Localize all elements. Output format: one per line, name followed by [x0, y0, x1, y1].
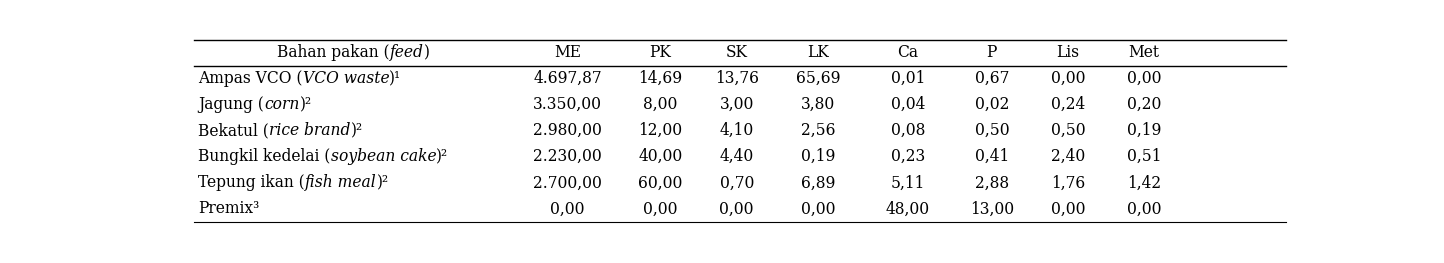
Text: Bungkil kedelai (: Bungkil kedelai (	[198, 148, 331, 165]
Text: 4,40: 4,40	[719, 148, 754, 165]
Text: 0,51: 0,51	[1126, 148, 1161, 165]
Text: rice brand: rice brand	[269, 122, 351, 139]
Text: 0,02: 0,02	[975, 96, 1009, 113]
Text: 2.980,00: 2.980,00	[533, 122, 602, 139]
Text: 0,67: 0,67	[975, 70, 1009, 87]
Text: 13,76: 13,76	[715, 70, 758, 87]
Text: 8,00: 8,00	[644, 96, 677, 113]
Text: ME: ME	[554, 44, 580, 61]
Text: PK: PK	[650, 44, 671, 61]
Text: 0,50: 0,50	[975, 122, 1009, 139]
Text: 0,50: 0,50	[1051, 122, 1086, 139]
Text: 0,00: 0,00	[550, 200, 585, 218]
Text: 0,04: 0,04	[891, 96, 926, 113]
Text: Premix³: Premix³	[198, 200, 260, 218]
Text: Ampas VCO (: Ampas VCO (	[198, 70, 303, 87]
Text: 0,01: 0,01	[891, 70, 926, 87]
Text: 4,10: 4,10	[719, 122, 754, 139]
Text: VCO waste: VCO waste	[303, 70, 390, 87]
Text: 3,80: 3,80	[801, 96, 836, 113]
Text: Bahan pakan (: Bahan pakan (	[277, 44, 390, 61]
Text: Tepung ikan (: Tepung ikan (	[198, 174, 305, 191]
Text: 2,40: 2,40	[1051, 148, 1084, 165]
Text: 2,56: 2,56	[801, 122, 836, 139]
Text: Jagung (: Jagung (	[198, 96, 264, 113]
Text: soybean cake: soybean cake	[331, 148, 436, 165]
Text: P: P	[986, 44, 996, 61]
Text: 0,00: 0,00	[1051, 70, 1086, 87]
Text: 0,23: 0,23	[891, 148, 926, 165]
Text: ): )	[423, 44, 429, 61]
Text: )²: )²	[299, 96, 312, 113]
Text: )¹: )¹	[390, 70, 401, 87]
Text: 14,69: 14,69	[638, 70, 683, 87]
Text: Lis: Lis	[1057, 44, 1080, 61]
Text: fish meal: fish meal	[305, 174, 377, 191]
Text: 5,11: 5,11	[891, 174, 926, 191]
Text: 0,00: 0,00	[644, 200, 677, 218]
Text: 0,41: 0,41	[975, 148, 1009, 165]
Text: 0,08: 0,08	[891, 122, 926, 139]
Text: 13,00: 13,00	[970, 200, 1014, 218]
Text: 0,24: 0,24	[1051, 96, 1084, 113]
Text: 1,42: 1,42	[1126, 174, 1161, 191]
Text: corn: corn	[264, 96, 299, 113]
Text: 48,00: 48,00	[885, 200, 930, 218]
Text: 3.350,00: 3.350,00	[533, 96, 602, 113]
Text: 0,00: 0,00	[1126, 200, 1161, 218]
Text: 0,20: 0,20	[1126, 96, 1161, 113]
Text: )²: )²	[351, 122, 362, 139]
Text: 0,00: 0,00	[1051, 200, 1086, 218]
Text: Met: Met	[1129, 44, 1160, 61]
Text: Bekatul (: Bekatul (	[198, 122, 269, 139]
Text: 2.700,00: 2.700,00	[533, 174, 602, 191]
Text: LK: LK	[807, 44, 829, 61]
Text: 2.230,00: 2.230,00	[533, 148, 602, 165]
Text: 12,00: 12,00	[638, 122, 683, 139]
Text: 0,70: 0,70	[719, 174, 754, 191]
Text: 0,19: 0,19	[801, 148, 836, 165]
Text: 0,00: 0,00	[1126, 70, 1161, 87]
Text: 0,00: 0,00	[801, 200, 836, 218]
Text: )²: )²	[436, 148, 449, 165]
Text: feed: feed	[390, 44, 423, 61]
Text: 65,69: 65,69	[796, 70, 840, 87]
Text: 0,00: 0,00	[719, 200, 754, 218]
Text: 2,88: 2,88	[975, 174, 1009, 191]
Text: 6,89: 6,89	[801, 174, 836, 191]
Text: 40,00: 40,00	[638, 148, 683, 165]
Text: 1,76: 1,76	[1051, 174, 1084, 191]
Text: 3,00: 3,00	[719, 96, 754, 113]
Text: 0,19: 0,19	[1126, 122, 1161, 139]
Text: )²: )²	[377, 174, 388, 191]
Text: 4.697,87: 4.697,87	[533, 70, 602, 87]
Text: 60,00: 60,00	[638, 174, 683, 191]
Text: SK: SK	[726, 44, 748, 61]
Text: Ca: Ca	[897, 44, 918, 61]
